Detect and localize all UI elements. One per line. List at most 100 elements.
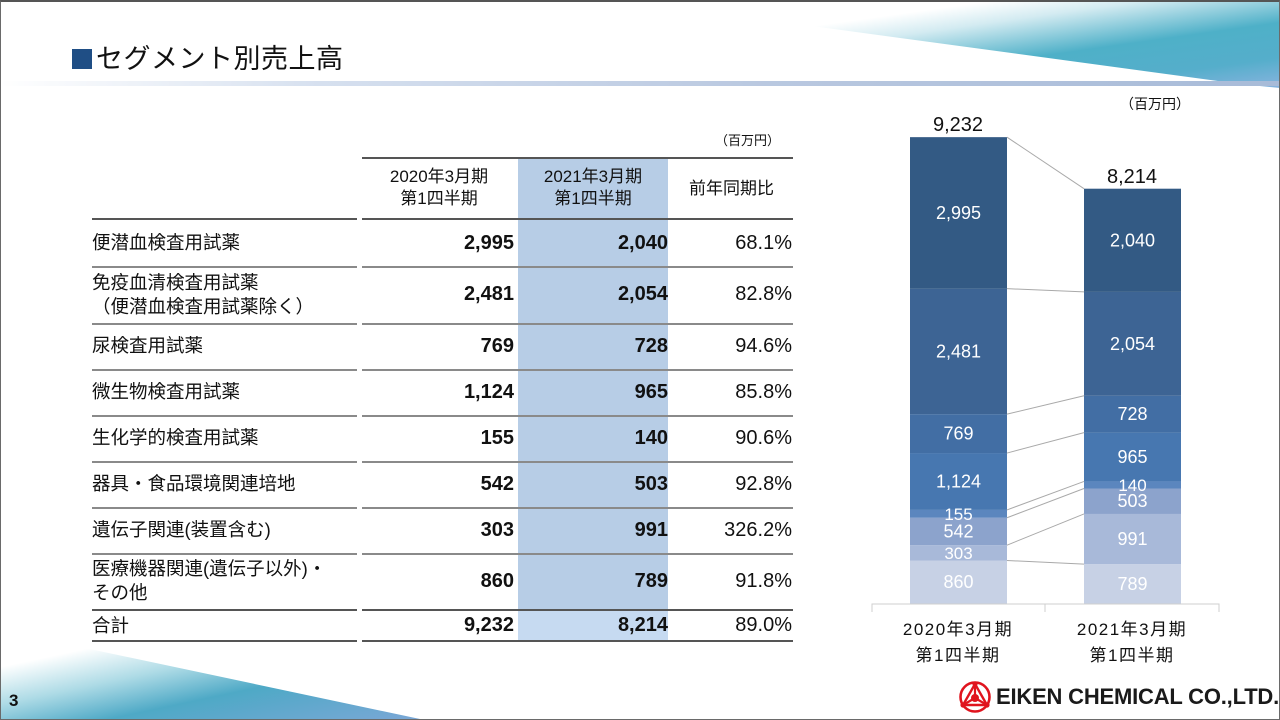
row-rule [92, 218, 357, 220]
header-yoy: 前年同期比 [689, 179, 774, 198]
connector-line [1006, 136, 1085, 190]
row-rule [92, 609, 357, 611]
segment-name: 便潜血検査用試薬 [92, 232, 241, 253]
row-rule [92, 266, 357, 268]
bar-segment [910, 560, 1007, 604]
row-rule [92, 369, 357, 371]
company-logo: EIKEN CHEMICAL CO.,LTD. [958, 680, 1279, 714]
page-title: セグメント別売上高 [72, 42, 344, 76]
yoy-ratio: 85.8% [735, 380, 792, 403]
bar-segment [910, 414, 1007, 454]
table-bottom-rule [92, 640, 357, 642]
row-rule [92, 553, 357, 555]
table-row: 器具・食品環境関連培地 542 503 92.8% [92, 461, 792, 507]
prev-value: 303 [480, 518, 514, 541]
yoy-ratio: 326.2% [724, 518, 792, 541]
row-rule [92, 507, 357, 509]
prev-value: 769 [480, 334, 514, 357]
prev-value: 2,481 [463, 283, 514, 305]
prev-value: 2,995 [463, 231, 514, 254]
bar-segment-label: 2,481 [936, 341, 981, 361]
table-top-rule [362, 157, 793, 159]
table-unit-label: （百万円） [715, 133, 781, 148]
segment-name: 医療機器関連(遺伝子以外)・ その他 [92, 558, 327, 603]
bar-segment [910, 517, 1007, 546]
bar-segment [1084, 291, 1181, 396]
segment-name: 遺伝子関連(装置含む) [92, 519, 271, 540]
title-bullet-icon [72, 49, 92, 69]
connector-line [1006, 480, 1085, 511]
row-rule [362, 507, 793, 509]
bar-segment-label: 769 [943, 424, 973, 444]
table-row: 微生物検査用試薬 1,124 965 85.8% [92, 369, 792, 415]
yoy-ratio: 68.1% [735, 231, 792, 254]
curr-value: 728 [634, 334, 668, 357]
connector-line [1006, 559, 1085, 565]
bar-total-label: 9,232 [932, 114, 984, 136]
bar-segment-label: 140 [1118, 476, 1146, 495]
prev-value: 860 [480, 569, 514, 592]
page-number: 3 [9, 691, 19, 710]
curr-value: 965 [634, 380, 668, 403]
table-row: 尿検査用試薬 769 728 94.6% [92, 323, 792, 369]
bar-segment [1084, 481, 1181, 489]
bar-segment-label: 2,040 [1110, 230, 1155, 250]
row-rule [362, 461, 793, 463]
x-axis [871, 603, 1220, 612]
connector-line [1006, 288, 1085, 293]
bar-segment-label: 991 [1117, 529, 1147, 549]
prev-value: 1,124 [463, 380, 514, 403]
prev-value: 155 [480, 426, 514, 449]
bar-segment [910, 288, 1007, 415]
curr-total: 8,214 [617, 614, 668, 636]
segment-name: 生化学的検査用試薬 [92, 427, 259, 448]
page-title-text: セグメント別売上高 [96, 44, 344, 74]
bar-segment-label: 542 [943, 521, 973, 541]
table-row: 遺伝子関連(装置含む) 303 991 326.2% [92, 507, 792, 553]
bar-segment-label: 303 [944, 544, 972, 563]
segment-name: 器具・食品環境関連培地 [92, 473, 296, 494]
bar-segment-label: 503 [1117, 491, 1147, 511]
x-axis-label: 2021年3月期 第1四半期 [1076, 620, 1188, 665]
current-total-highlight [518, 609, 668, 641]
eiken-logo-icon [959, 681, 991, 713]
bar-segment [1084, 513, 1181, 565]
segment-name: 尿検査用試薬 [92, 335, 204, 356]
connector-line [1006, 488, 1085, 519]
company-name: EIKEN CHEMICAL CO.,LTD. [996, 684, 1280, 709]
row-rule [362, 218, 793, 220]
segment-name: 免疫血清検査用試薬 （便潜血検査用試薬除く） [92, 271, 315, 317]
row-rule [362, 609, 793, 611]
row-rule [92, 323, 357, 325]
connector-line [1006, 513, 1085, 546]
bar-segment [1084, 188, 1181, 292]
bar-segment [1084, 488, 1181, 514]
bar-segment-label: 155 [944, 505, 972, 524]
yoy-ratio: 94.6% [735, 334, 792, 357]
current-period-highlight [518, 158, 668, 641]
total-label: 合計 [92, 614, 130, 636]
bar-segment [1084, 564, 1181, 604]
curr-value: 789 [634, 569, 668, 592]
row-rule [362, 369, 793, 371]
header-prev-period: 2020年3月期 第1四半期 [389, 167, 489, 208]
bar-segment-label: 728 [1117, 404, 1147, 424]
row-rule [362, 323, 793, 325]
chart-unit-label: （百万円） [1120, 96, 1190, 112]
bar-segment-label: 2,995 [936, 203, 981, 223]
segment-name: 微生物検査用試薬 [92, 381, 241, 402]
table-total-row: 合計 9,232 8,214 89.0% [92, 610, 792, 641]
table-bottom-rule [362, 640, 793, 642]
row-rule [362, 553, 793, 555]
bar-segment-label: 2,054 [1110, 334, 1155, 354]
bar-segment [1084, 395, 1181, 433]
bar-segment [910, 545, 1007, 561]
bar-segment [910, 509, 1007, 518]
curr-value: 503 [634, 472, 668, 495]
connector-line [1006, 395, 1085, 415]
table-row: 便潜血検査用試薬 2,995 2,040 68.1% [92, 220, 792, 266]
curr-value: 991 [634, 518, 668, 541]
table-row: 免疫血清検査用試薬 （便潜血検査用試薬除く） 2,481 2,054 82.8% [92, 266, 792, 323]
bar-segment-label: 789 [1117, 574, 1147, 594]
row-rule [362, 415, 793, 417]
